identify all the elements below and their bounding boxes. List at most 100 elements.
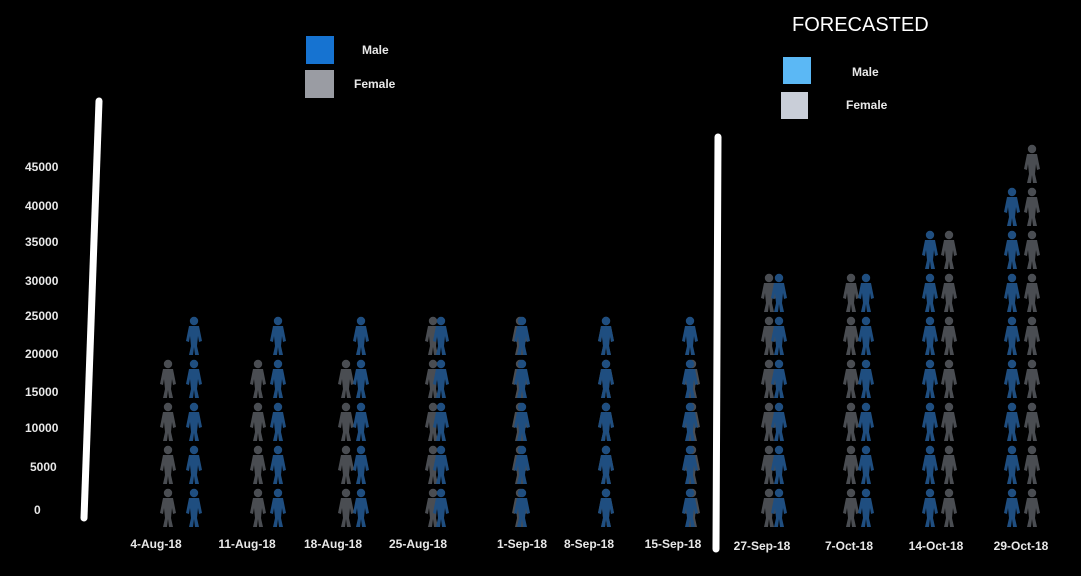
x-tick-label: 4-Aug-18: [130, 537, 182, 551]
female-person-icon: [941, 230, 957, 269]
legend-forecast: Male Female: [781, 57, 888, 119]
x-tick-label: 1-Sep-18: [497, 537, 547, 551]
male-person-icon: [1004, 273, 1020, 312]
female-person-icon: [941, 445, 957, 484]
male-person-icon: [598, 488, 614, 527]
female-person-icon: [250, 445, 266, 484]
legend-swatch-male: [306, 36, 334, 64]
male-person-icon: [922, 316, 938, 355]
male-person-icon: [858, 402, 874, 441]
male-person-icon: [186, 402, 202, 441]
female-person-icon: [160, 445, 176, 484]
female-person-icon: [1024, 273, 1040, 312]
male-person-icon: [1004, 402, 1020, 441]
male-person-icon: [353, 445, 369, 484]
y-tick-label: 25000: [25, 309, 59, 323]
female-person-icon: [1024, 445, 1040, 484]
legend-swatch-female: [305, 70, 334, 98]
y-tick-label: 30000: [25, 274, 59, 288]
male-person-icon: [1004, 359, 1020, 398]
y-tick-label: 10000: [25, 421, 59, 435]
female-person-icon: [941, 273, 957, 312]
female-person-icon: [338, 402, 354, 441]
male-person-icon: [1004, 187, 1020, 226]
female-person-icon: [250, 488, 266, 527]
male-person-icon: [771, 402, 787, 441]
male-person-icon: [186, 359, 202, 398]
male-person-icon: [771, 316, 787, 355]
female-person-icon: [338, 359, 354, 398]
female-person-icon: [338, 445, 354, 484]
male-person-icon: [270, 316, 286, 355]
female-person-icon: [941, 316, 957, 355]
male-person-icon: [922, 402, 938, 441]
male-person-icon: [598, 402, 614, 441]
female-person-icon: [1024, 187, 1040, 226]
female-person-icon: [1024, 402, 1040, 441]
male-person-icon: [353, 488, 369, 527]
male-person-icon: [858, 445, 874, 484]
male-person-icon: [771, 273, 787, 312]
male-person-icon: [922, 273, 938, 312]
legend-label-female: Female: [846, 98, 888, 112]
male-person-icon: [270, 488, 286, 527]
x-tick-label: 15-Sep-18: [645, 537, 702, 551]
male-person-icon: [771, 445, 787, 484]
female-person-icon: [250, 402, 266, 441]
male-person-icon: [186, 316, 202, 355]
x-tick-label: 8-Sep-18: [564, 537, 614, 551]
female-person-icon: [843, 488, 859, 527]
male-person-icon: [598, 316, 614, 355]
male-person-icon: [186, 488, 202, 527]
y-tick-label: 20000: [25, 347, 59, 361]
legend-actual: Male Female: [305, 36, 396, 98]
male-person-icon: [682, 316, 698, 355]
female-person-icon: [941, 488, 957, 527]
x-tick-label: 25-Aug-18: [389, 537, 447, 551]
female-person-icon: [843, 359, 859, 398]
forecast-title: FORECASTED: [792, 14, 929, 36]
legend-swatch-female: [781, 92, 808, 119]
female-person-icon: [1024, 488, 1040, 527]
male-person-icon: [771, 359, 787, 398]
female-person-icon: [843, 445, 859, 484]
y-tick-label: 45000: [25, 160, 59, 174]
male-person-icon: [598, 445, 614, 484]
female-person-icon: [250, 359, 266, 398]
female-person-icon: [941, 359, 957, 398]
male-person-icon: [858, 273, 874, 312]
male-person-icon: [1004, 230, 1020, 269]
pictograph-columns: [160, 144, 1040, 527]
male-person-icon: [353, 402, 369, 441]
x-tick-label: 7-Oct-18: [825, 539, 873, 553]
male-person-icon: [922, 359, 938, 398]
male-person-icon: [270, 445, 286, 484]
x-tick-label: 29-Oct-18: [994, 539, 1049, 553]
legend-label-male: Male: [852, 65, 879, 79]
male-person-icon: [922, 445, 938, 484]
male-person-icon: [353, 359, 369, 398]
y-tick-label: 35000: [25, 235, 59, 249]
forecast-divider: [712, 133, 722, 553]
male-person-icon: [186, 445, 202, 484]
male-person-icon: [1004, 316, 1020, 355]
male-person-icon: [1004, 445, 1020, 484]
female-person-icon: [843, 316, 859, 355]
female-person-icon: [1024, 230, 1040, 269]
legend-label-female: Female: [354, 77, 396, 91]
y-tick-label: 15000: [25, 385, 59, 399]
female-person-icon: [843, 273, 859, 312]
female-person-icon: [160, 402, 176, 441]
x-tick-label: 27-Sep-18: [734, 539, 791, 553]
female-person-icon: [160, 359, 176, 398]
female-person-icon: [843, 402, 859, 441]
male-person-icon: [598, 359, 614, 398]
male-person-icon: [858, 359, 874, 398]
male-person-icon: [270, 359, 286, 398]
y-tick-label: 0: [34, 503, 41, 517]
left-divider: [80, 97, 103, 522]
male-person-icon: [858, 488, 874, 527]
x-tick-label: 18-Aug-18: [304, 537, 362, 551]
female-person-icon: [1024, 359, 1040, 398]
